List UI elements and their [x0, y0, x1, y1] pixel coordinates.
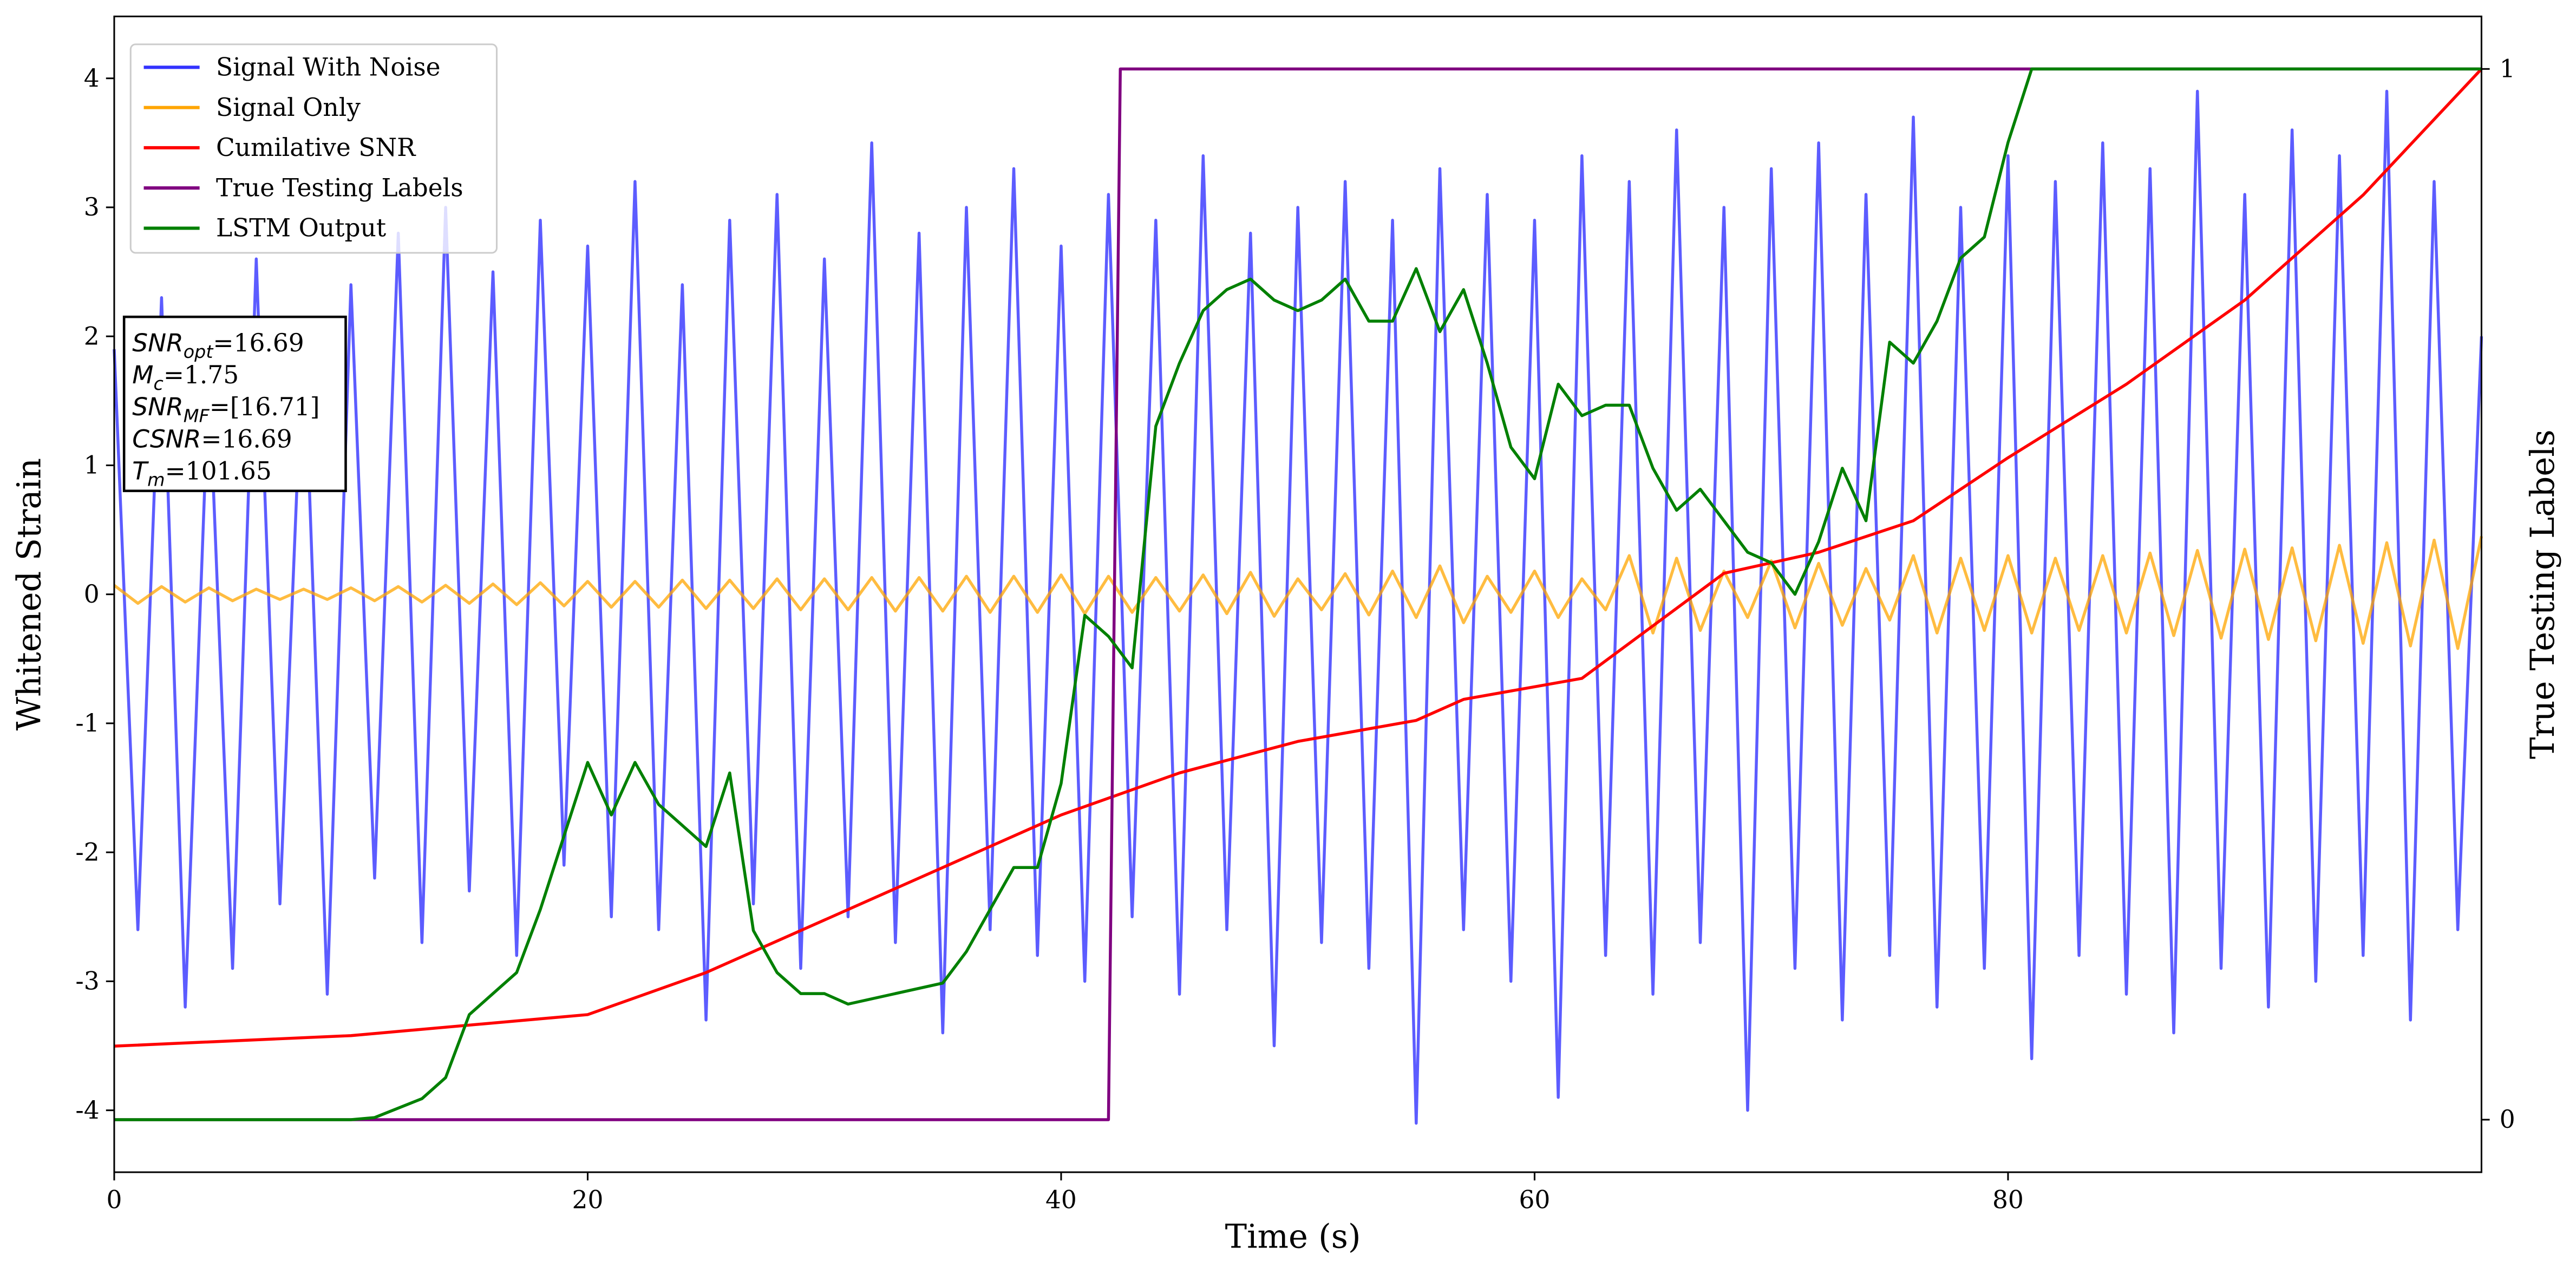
annotation-sub: m	[147, 469, 165, 491]
y-tick-label: 4	[84, 64, 100, 93]
annotation-line: Mc=1.75	[132, 361, 239, 394]
y-tick-label: 0	[84, 580, 100, 609]
annotation-line: SNRMF=[16.71]	[132, 393, 319, 426]
x-axis-label: Time (s)	[1225, 1218, 1361, 1256]
annotation-value: =1.75	[164, 361, 239, 389]
annotation-main: T	[132, 456, 149, 485]
annotation-line: Tm=101.65	[132, 456, 271, 490]
plot-area	[113, 67, 2483, 1125]
legend-label: Signal Only	[216, 93, 361, 122]
annotation: SNRopt=16.69Mc=1.75SNRMF=[16.71]CSNR=16.…	[122, 315, 347, 492]
annotation-sub: opt	[184, 341, 214, 362]
x-tick-label: 40	[1045, 1186, 1077, 1214]
annotation-value: =16.69	[213, 329, 304, 357]
x-tick-label: 80	[1992, 1186, 2024, 1214]
legend-label: Signal With Noise	[216, 53, 441, 81]
y-tick-label: -3	[75, 967, 99, 996]
x-tick-label: 60	[1519, 1186, 1551, 1214]
series-line	[114, 67, 2482, 1121]
series-line	[114, 68, 2483, 1048]
y2-tick-label: 0	[2500, 1105, 2515, 1134]
y-tick-label: -1	[75, 709, 99, 737]
annotation-main: SNR	[132, 329, 183, 357]
series-line	[113, 535, 2483, 650]
legend-label: True Testing Labels	[216, 173, 463, 202]
y2-tick-label: 1	[2500, 55, 2515, 83]
legend: Signal With Noise Signal Only Cumilative S…	[129, 43, 498, 254]
annotation-line: CSNR=16.69	[132, 424, 292, 453]
annotation-value: =[16.71]	[210, 393, 320, 421]
y2-axis-label: True Testing Labels	[2524, 429, 2562, 759]
annotation-line: SNRopt=16.69	[132, 329, 304, 362]
x-tick-label: 0	[106, 1186, 122, 1214]
y-axis-label: Whitened Strain	[11, 458, 49, 730]
y-tick-label: -4	[75, 1096, 99, 1125]
y-tick-label: 2	[84, 322, 100, 350]
annotation-box	[122, 315, 347, 492]
annotation-sub: MF	[184, 405, 210, 426]
legend-label: Cumilative SNR	[216, 133, 416, 162]
annotation-value: =16.69	[201, 424, 292, 453]
annotation-main: CSNR	[132, 424, 201, 453]
y-tick-label: 3	[84, 193, 100, 221]
annotation-sub: c	[154, 373, 164, 394]
y-tick-label: 1	[84, 451, 100, 480]
annotation-main: SNR	[132, 393, 183, 421]
legend-label: LSTM Output	[216, 214, 386, 243]
y-tick-label: -2	[75, 838, 99, 866]
annotation-value: =101.65	[165, 456, 272, 485]
series-line	[114, 67, 2482, 1121]
legend-box	[129, 43, 498, 254]
x-tick-label: 20	[572, 1186, 604, 1214]
series-line	[113, 89, 2483, 1125]
annotation-main: M	[132, 361, 153, 389]
